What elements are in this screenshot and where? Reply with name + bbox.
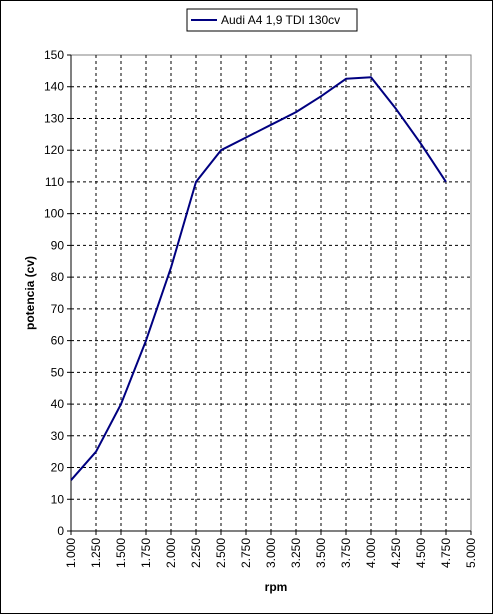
y-axis-ticks: 0 10 20 30 40 50 60 70 80 90 100 110 120 130 140 150 [44,48,71,538]
y-tick-label: 140 [44,80,64,94]
y-tick-label: 70 [51,302,65,316]
y-tick-label: 20 [51,461,65,475]
y-tick-label: 100 [44,207,64,221]
y-tick-label: 80 [51,270,65,284]
y-tick-label: 130 [44,111,64,125]
y-tick-label: 30 [51,429,65,443]
x-tick-label: 2.500 [214,538,228,568]
x-tick-label: 2.000 [164,538,178,568]
x-tick-label: 2.750 [239,538,253,568]
legend-box [186,8,358,32]
x-tick-label: 1.250 [89,538,103,568]
y-tick-label: 0 [57,524,64,538]
y-tick-label: 90 [51,238,65,252]
x-tick-label: 4.000 [364,538,378,568]
x-axis-ticks: 1.000 1.250 1.500 1.750 2.000 2.250 2.500 2.750… [64,531,478,568]
y-tick-label: 110 [45,175,64,189]
x-tick-label: 2.250 [189,538,203,568]
x-tick-label: 3.250 [289,538,303,568]
x-tick-label: 4.250 [389,538,403,568]
x-axis-title: rpm [265,580,288,594]
x-tick-label: 1.500 [114,538,128,568]
x-tick-label: 4.500 [414,538,428,568]
x-tick-label: 1.750 [139,538,153,568]
y-axis-title: potencia (cv) [23,256,37,330]
x-tick-label: 3.000 [264,538,278,568]
y-tick-label: 60 [51,334,65,348]
y-tick-label: 120 [44,143,64,157]
x-tick-label: 1.000 [64,538,78,568]
y-tick-label: 50 [51,365,65,379]
x-tick-label: 3.750 [339,538,353,568]
y-tick-label: 40 [51,397,65,411]
series-lines [70,76,447,481]
legend: Audi A4 1,9 TDI 130cv [186,8,358,32]
legend-label: Audi A4 1,9 TDI 130cv [221,13,340,27]
x-tick-label: 5.000 [464,538,478,568]
series-line [70,76,447,481]
x-tick-label: 3.500 [314,538,328,568]
y-tick-label: 10 [51,492,65,506]
grid-lines [71,55,471,531]
y-tick-label: 150 [44,48,64,62]
x-tick-label: 4.750 [439,538,453,568]
